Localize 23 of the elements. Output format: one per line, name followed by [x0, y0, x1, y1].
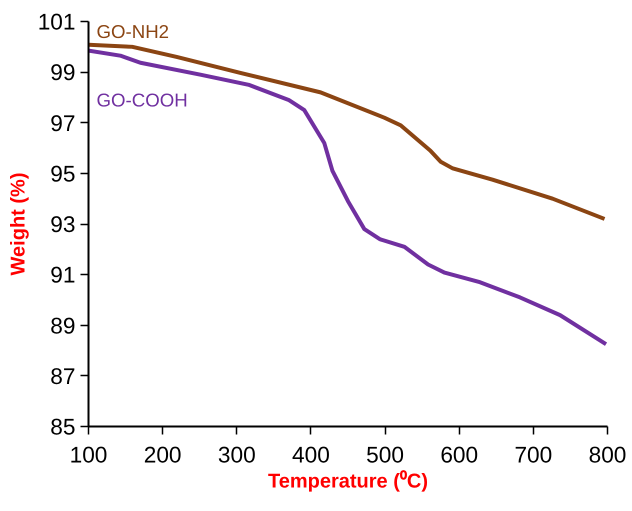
x-tick-label: 300	[218, 442, 256, 468]
y-tick-label: 97	[50, 110, 76, 136]
x-tick-label: 100	[70, 442, 108, 468]
y-tick-label: 89	[50, 312, 76, 338]
x-tick-label: 400	[292, 442, 330, 468]
y-tick-label: 87	[50, 362, 76, 389]
y-tick-label: 99	[50, 59, 76, 86]
x-tick-label: 700	[514, 442, 552, 468]
y-tick-label: 91	[50, 262, 76, 288]
x-tick-label: 600	[440, 442, 478, 468]
y-axis-title: Weight (%)	[8, 172, 30, 276]
y-tick-label: 101	[38, 8, 76, 34]
x-axis-title: Temperature (⁰C)	[268, 470, 428, 492]
x-tick-label: 500	[366, 442, 404, 468]
x-tick-label: 800	[588, 442, 626, 468]
x-tick-label: 200	[144, 442, 182, 468]
y-tick-label: 95	[50, 160, 76, 186]
line-series	[88, 48, 608, 346]
y-tick-label: 85	[50, 414, 76, 440]
series-label: GO-COOH	[96, 90, 188, 111]
line-series	[88, 42, 607, 221]
series-label: GO-NH2	[96, 20, 170, 42]
y-tick-label: 93	[50, 211, 76, 237]
